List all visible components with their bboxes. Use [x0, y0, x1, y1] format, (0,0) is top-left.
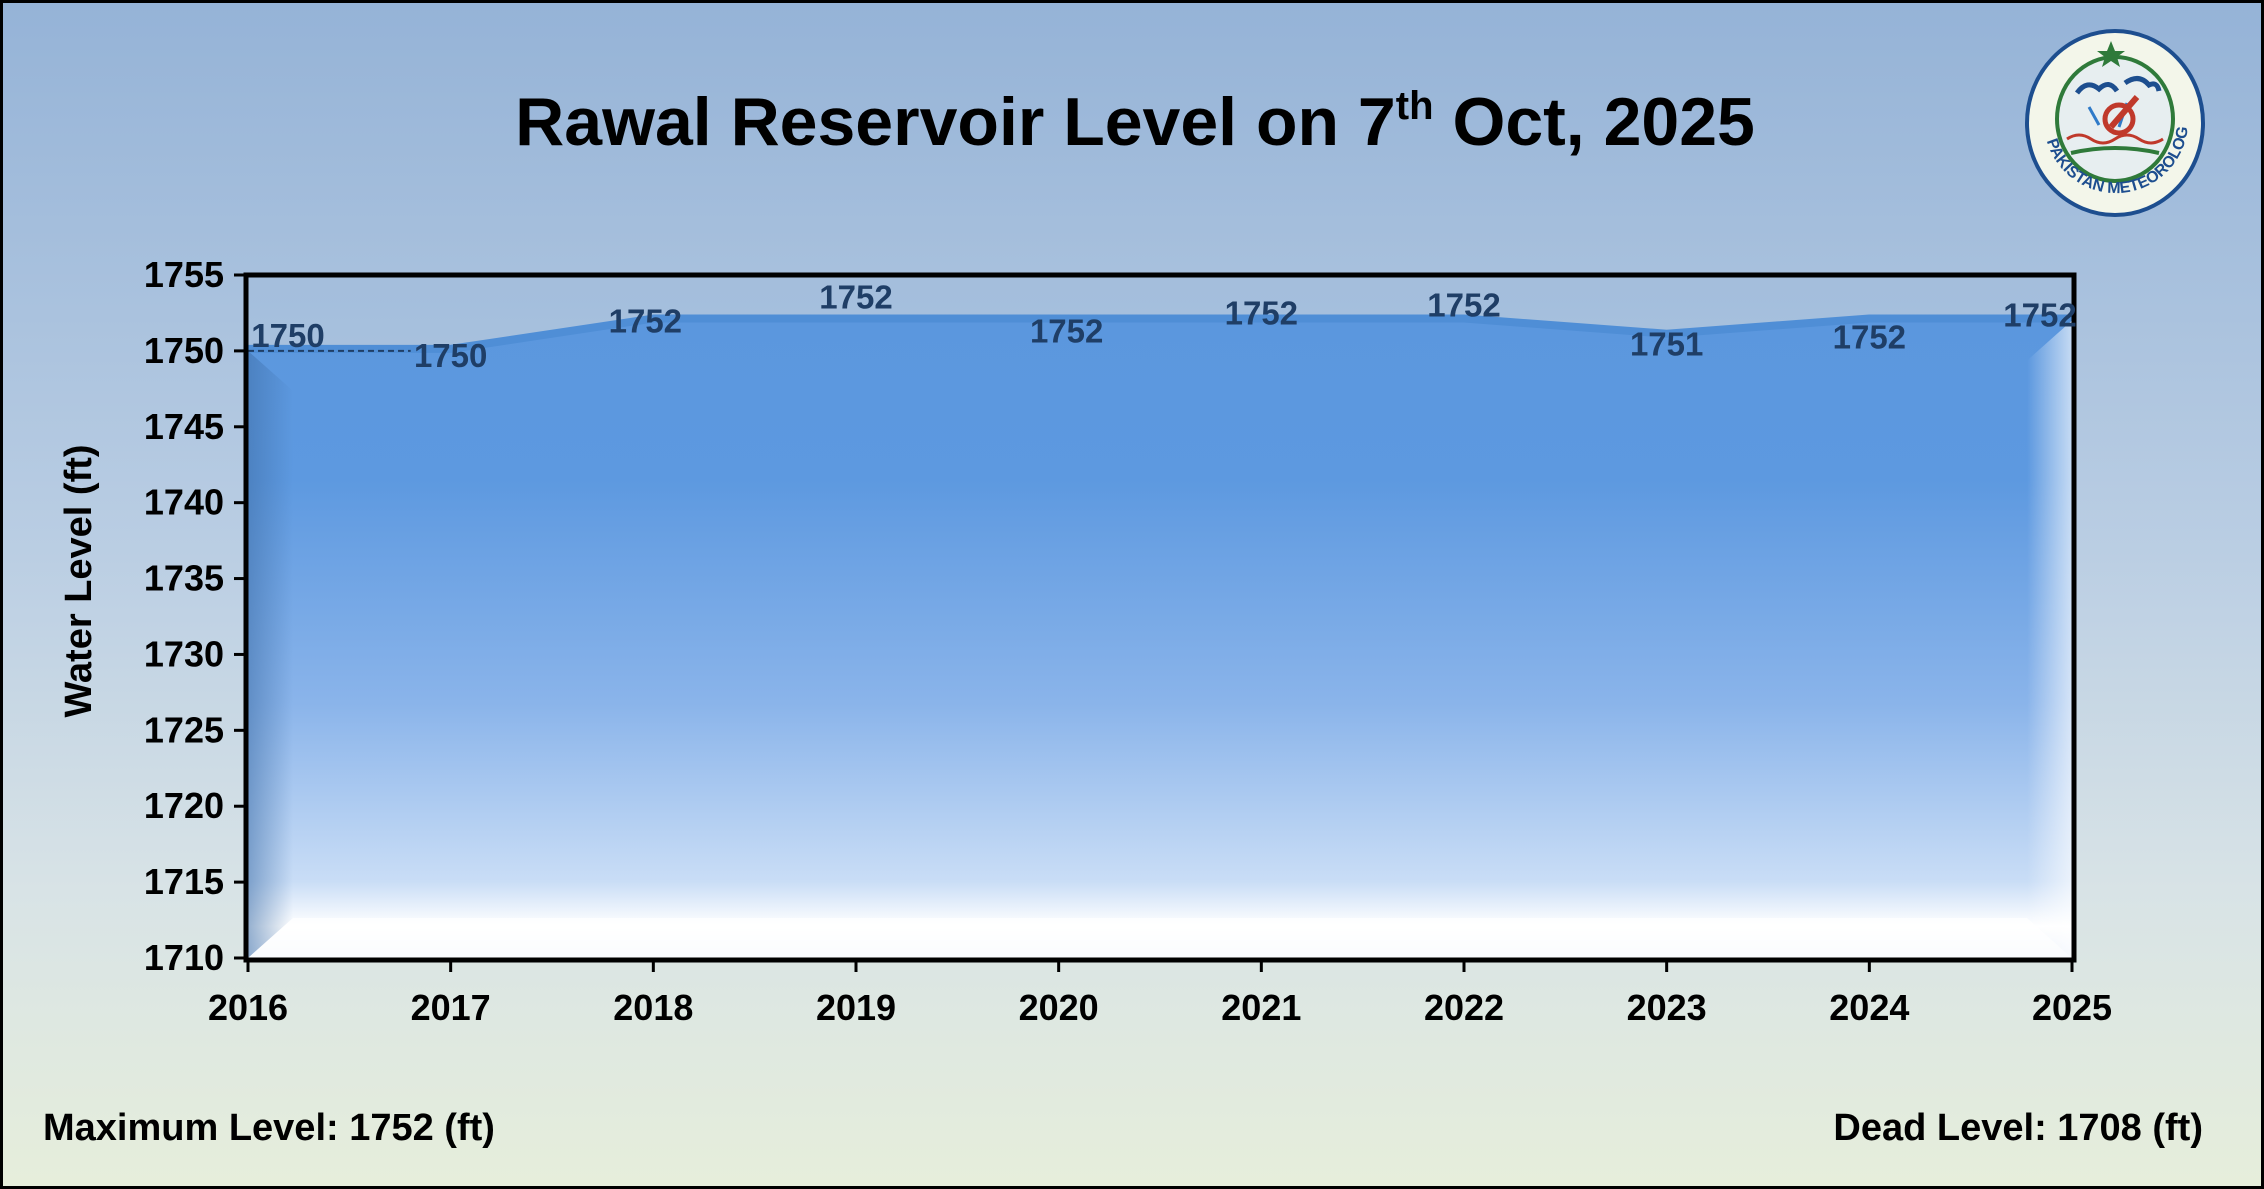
x-tick-label: 2017	[411, 987, 491, 1028]
data-label: 1752	[1030, 313, 1103, 350]
dead-level-text: Dead Level: 1708 (ft)	[1833, 1107, 2203, 1149]
plot-border	[243, 272, 2077, 963]
pmd-emblem-icon: PAKISTAN METEOROLOGICAL DEPARTMENT	[2015, 23, 2205, 217]
data-label: 1751	[1630, 326, 1703, 363]
y-tick-label: 1745	[144, 406, 224, 447]
water-level-line	[248, 314, 2072, 353]
data-label: 1750	[414, 337, 487, 374]
y-tick-label: 1750	[144, 330, 224, 371]
title-superscript: th	[1395, 84, 1434, 128]
x-tick-label: 2024	[1829, 987, 1909, 1028]
y-tick-label: 1740	[144, 482, 224, 523]
data-label: 1752	[609, 303, 682, 340]
area-bottom-bevel	[248, 918, 2072, 958]
data-label: 1752	[1427, 287, 1500, 324]
y-axis-title: Water Level (ft)	[58, 444, 100, 717]
reservoir-area-chart: 1710 1715 1720 1725 1730 1735 1740 1745 1750 1755…	[58, 254, 2112, 1028]
y-tick-label: 1730	[144, 633, 224, 674]
x-tick-label: 2021	[1221, 987, 1301, 1028]
y-tick-label: 1715	[144, 861, 224, 902]
area-right-bevel	[2027, 320, 2072, 958]
chart-title: Rawal Reservoir Level on 7th Oct, 2025	[3, 83, 2261, 161]
y-tick-label: 1710	[144, 937, 224, 978]
title-rest: Oct, 2025	[1452, 84, 1755, 160]
y-tick-label: 1735	[144, 558, 224, 599]
y-tick-label: 1725	[144, 709, 224, 750]
title-main: Rawal Reservoir Level on 7	[515, 84, 1396, 160]
x-tick-label: 2022	[1424, 987, 1504, 1028]
data-label: 1752	[1833, 319, 1906, 356]
y-tick-label: 1720	[144, 785, 224, 826]
x-tick-label: 2018	[613, 987, 693, 1028]
data-label: 1752	[819, 279, 892, 316]
x-tick-label: 2023	[1627, 987, 1707, 1028]
x-tick-label: 2025	[2032, 987, 2112, 1028]
data-label: 1752	[1225, 295, 1298, 332]
data-label: 1752	[2003, 297, 2076, 334]
data-label: 1750	[251, 317, 324, 354]
water-level-area	[248, 320, 2072, 958]
x-tick-label: 2020	[1019, 987, 1099, 1028]
maximum-level-text: Maximum Level: 1752 (ft)	[43, 1107, 495, 1149]
area-left-bevel	[248, 350, 293, 958]
x-tick-label: 2016	[208, 987, 288, 1028]
y-tick-label: 1755	[144, 254, 224, 295]
x-tick-label: 2019	[816, 987, 896, 1028]
